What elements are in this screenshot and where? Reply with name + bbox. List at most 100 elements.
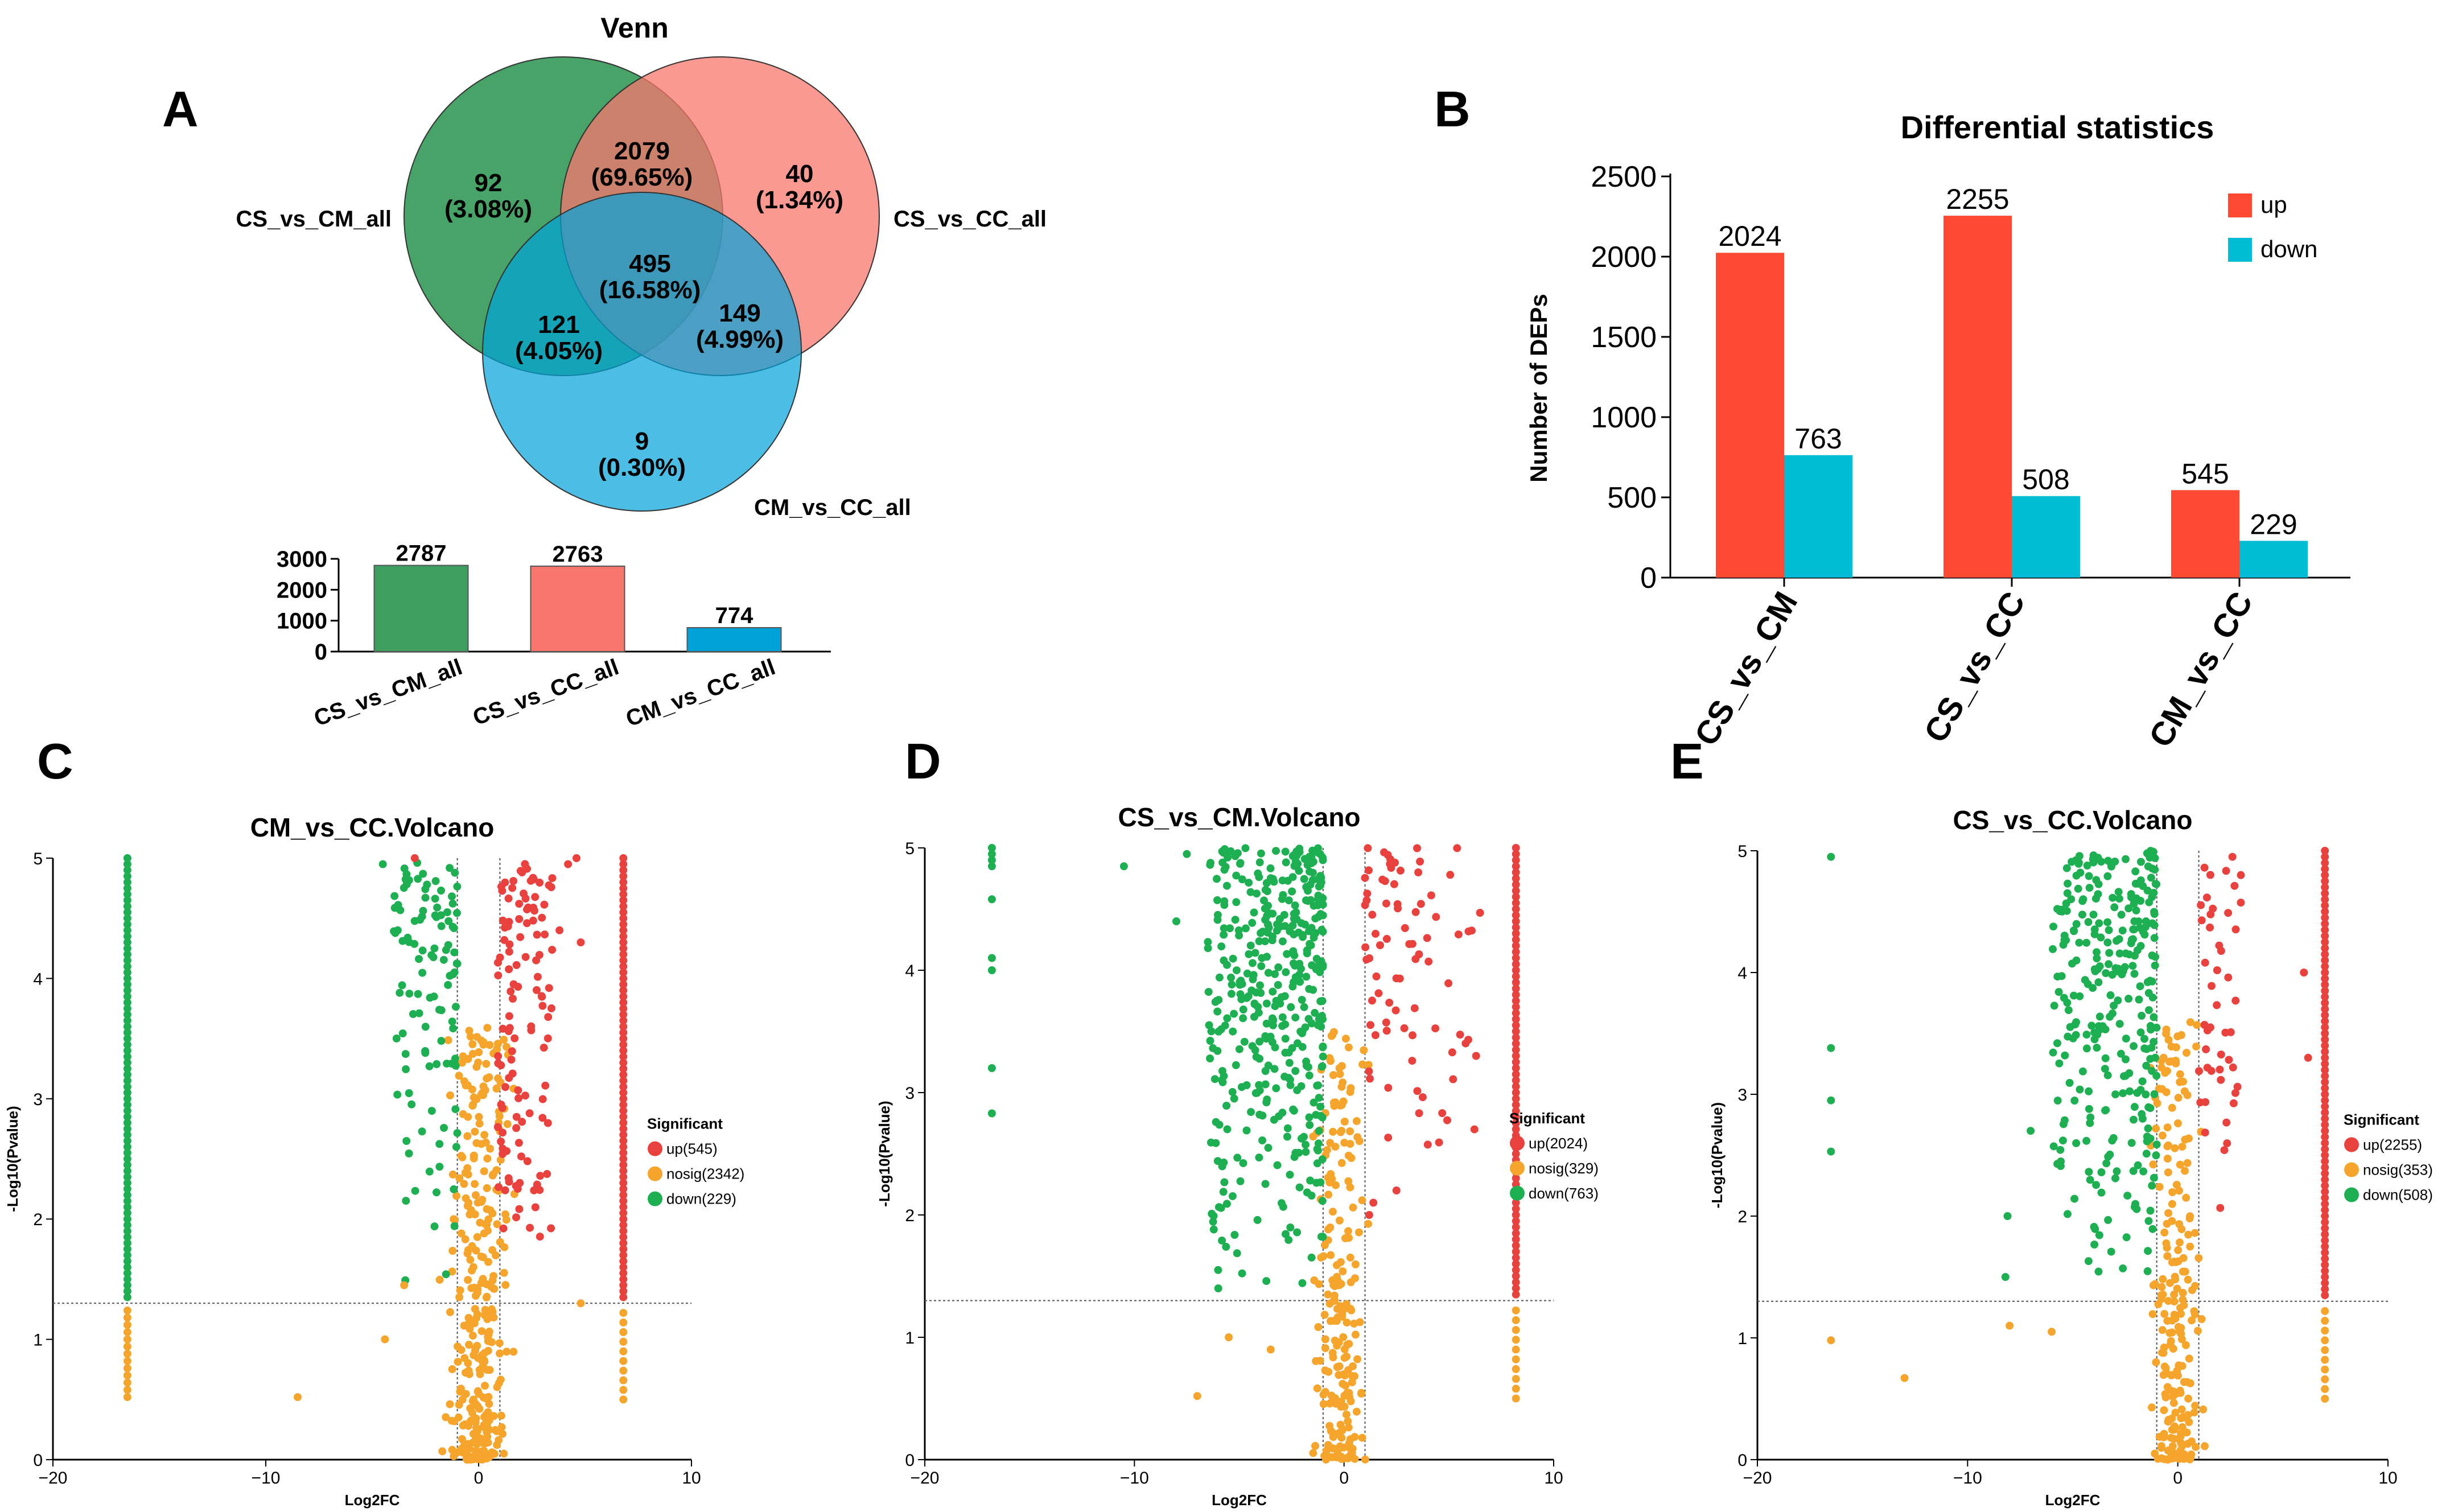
point-nosig (1335, 1064, 1344, 1072)
point-down (2095, 1231, 2103, 1239)
point-nosig (462, 1448, 471, 1456)
point-nosig (2183, 1378, 2192, 1386)
point-up (1361, 901, 1369, 909)
point-up (2202, 1045, 2210, 1053)
point-nosig (2321, 1395, 2329, 1403)
point-nosig (455, 1293, 464, 1301)
point-up (517, 1152, 525, 1161)
legend-marker (2344, 1187, 2359, 1202)
point-up (496, 953, 504, 962)
point-down (123, 1101, 131, 1109)
point-down (1302, 1148, 1310, 1156)
point-up (493, 1123, 502, 1131)
point-down (453, 1129, 462, 1138)
point-nosig (485, 1041, 494, 1049)
point-nosig (489, 1412, 498, 1420)
point-nosig (2170, 1297, 2179, 1306)
point-up (2321, 962, 2329, 971)
point-up (2321, 1084, 2329, 1093)
point-down (123, 908, 131, 917)
point-down (2130, 1103, 2139, 1111)
point-down (1268, 936, 1277, 945)
point-up (2221, 1028, 2230, 1037)
point-up (1512, 850, 1520, 858)
point-nosig (1358, 1196, 1366, 1205)
point-up (1448, 1048, 1456, 1057)
point-nosig (1327, 1317, 1335, 1325)
point-down (1307, 941, 1315, 950)
point-up (2300, 969, 2308, 977)
point-nosig (503, 1348, 511, 1356)
x-tick-label: CM_vs_CC_all (623, 654, 779, 732)
point-up (518, 1118, 526, 1126)
point-up (494, 1059, 503, 1068)
y-tick-label: 3 (1737, 1086, 1747, 1105)
point-up (515, 900, 524, 908)
point-down (2082, 1031, 2091, 1039)
point-down (2060, 1116, 2069, 1124)
bar-up (1716, 253, 1784, 578)
point-nosig (482, 1060, 491, 1068)
point-up (1385, 999, 1394, 1007)
point-nosig (619, 1376, 628, 1385)
point-down (2115, 935, 2123, 944)
point-nosig (619, 1319, 628, 1326)
y-tick-label: 2000 (277, 578, 327, 603)
point-down (1239, 1159, 1247, 1167)
point-down (2137, 858, 2145, 866)
point-nosig (2168, 1103, 2176, 1112)
point-up (1392, 1186, 1401, 1194)
point-down (1262, 999, 1271, 1008)
point-nosig (477, 1140, 485, 1148)
point-down (123, 1113, 131, 1121)
point-up (2208, 982, 2216, 990)
point-up (543, 1119, 552, 1127)
bar-up (1943, 216, 2012, 578)
point-down (2103, 1071, 2112, 1080)
point-down (1269, 875, 1277, 883)
point-down (123, 896, 131, 904)
point-nosig (2177, 1429, 2185, 1438)
point-up (1470, 1125, 1479, 1134)
point-up (1368, 911, 1377, 919)
point-down (1283, 876, 1292, 885)
legend-label: up(2255) (2363, 1136, 2422, 1153)
point-down (402, 880, 411, 888)
point-down (2072, 1018, 2081, 1027)
point-down (2064, 879, 2072, 888)
point-down (2129, 925, 2138, 934)
point-down (1219, 1188, 1228, 1196)
point-down (1241, 844, 1250, 852)
point-down (1255, 937, 1263, 945)
point-down (2126, 1087, 2134, 1095)
point-down (427, 951, 436, 959)
point-up (619, 1052, 628, 1061)
point-down (394, 901, 402, 909)
point-nosig (2181, 1341, 2190, 1349)
point-up (1365, 866, 1373, 875)
point-down (2084, 1257, 2093, 1266)
point-down (2106, 991, 2115, 999)
point-down (2114, 996, 2122, 1004)
point-down (450, 1185, 458, 1193)
point-down (1252, 1053, 1261, 1061)
point-up (2321, 1041, 2329, 1050)
legend-marker (648, 1166, 662, 1181)
point-down (1233, 1153, 1242, 1162)
points (1827, 847, 2329, 1464)
point-down (1214, 1027, 1223, 1036)
point-up (547, 1224, 555, 1233)
point-nosig (471, 1180, 479, 1188)
point-up (2321, 1096, 2329, 1105)
point-up (619, 1269, 628, 1278)
legend-marker (1510, 1160, 1525, 1176)
point-up (2201, 1128, 2209, 1137)
point-down (123, 1275, 131, 1283)
point-up (2321, 1188, 2329, 1196)
point-nosig (1336, 1442, 1344, 1451)
chart-title: CS_vs_CM.Volcano (1118, 802, 1360, 832)
point-nosig (1361, 1455, 1369, 1464)
point-up (1365, 1211, 1373, 1219)
